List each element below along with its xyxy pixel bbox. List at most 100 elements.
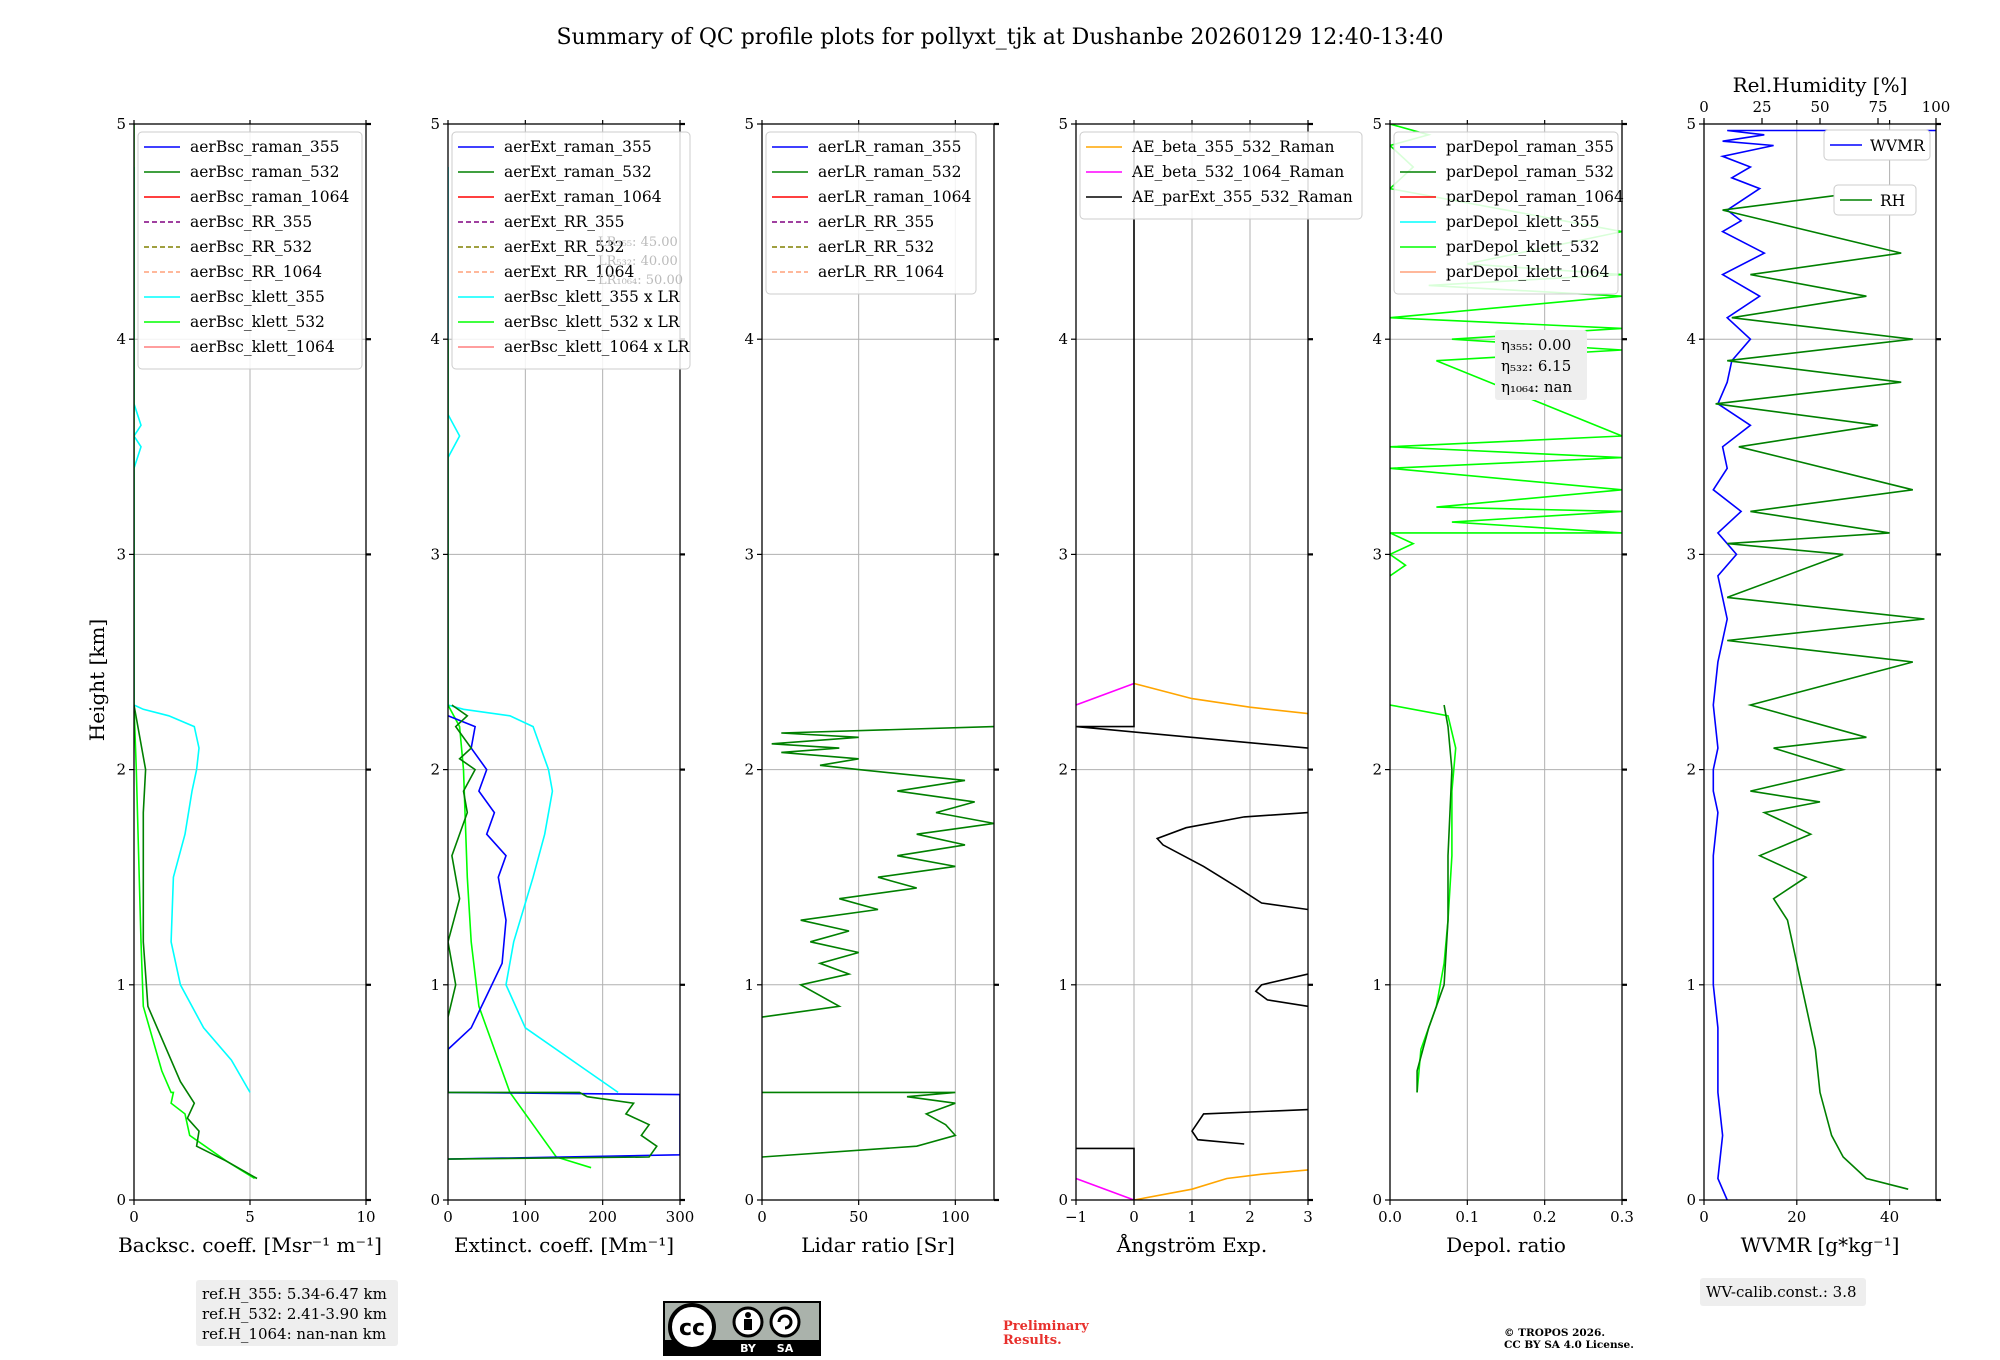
series-wvmr <box>1712 129 1936 1200</box>
figure-title: Summary of QC profile plots for pollyxt_… <box>556 25 1443 50</box>
y-tick-label: 3 <box>744 545 754 563</box>
legend-label: aerBsc_RR_532 <box>190 238 312 256</box>
series-aerext-raman-532 <box>448 704 658 1160</box>
y-tick-label: 4 <box>430 330 440 348</box>
x-tick-label: 0 <box>1699 1208 1709 1226</box>
y-tick-label: 3 <box>430 545 440 563</box>
legend-label: aerExt_RR_532 <box>504 238 625 256</box>
legend-label: parDepol_klett_1064 <box>1446 263 1609 281</box>
legend-label: WVMR <box>1870 137 1926 155</box>
preliminary-line-2: Results. <box>1003 1333 1062 1348</box>
cc-license-badge: cc BY SA <box>663 1301 821 1356</box>
panel-lidar_ratio: 0 50 100 0 1 2 3 4 5 Lidar ratio [Sr] aerLR_raman_… <box>744 115 999 1257</box>
ref-height-355: ref.H_355: 5.34-6.47 km <box>202 1285 387 1303</box>
series-pardepol-raman-532 <box>1416 704 1453 1093</box>
legend-label: aerBsc_klett_355 <box>190 288 325 306</box>
top-tick-label: 75 <box>1868 98 1887 116</box>
y-tick-label: 5 <box>116 115 126 133</box>
legend-label: AE_parExt_355_532_Raman <box>1131 188 1353 206</box>
panel-wvmr: 0 20 40 0 1 2 3 4 5 WVMR [g*kg⁻¹] 0 25 50 75 100 Rel.Hu… <box>1686 73 1950 1257</box>
y-tick-label: 5 <box>1372 115 1382 133</box>
y-tick-label: 1 <box>116 976 126 994</box>
x-tick-label: 20 <box>1787 1208 1806 1226</box>
legend-label: AE_beta_355_532_Raman <box>1131 138 1334 156</box>
y-tick-label: 4 <box>1058 330 1068 348</box>
series-ae-parext-low <box>1076 1147 1135 1200</box>
series-ae-beta-532-1064-raman-high <box>1076 682 1135 706</box>
x-axis-label: Depol. ratio <box>1446 1233 1566 1257</box>
legend-label: aerExt_raman_532 <box>504 163 652 181</box>
cc-icon <box>668 1303 716 1351</box>
legend-label: aerBsc_RR_355 <box>190 213 312 231</box>
x-tick-label: 50 <box>849 1208 868 1226</box>
y-tick-label: 4 <box>1686 330 1696 348</box>
legend-label: aerLR_raman_1064 <box>818 188 971 206</box>
legend-label: AE_beta_532_1064_Raman <box>1131 163 1344 181</box>
series-aerbsc-raman-532 <box>134 704 258 1180</box>
legend-label: aerLR_raman_355 <box>818 138 961 156</box>
ref-height-box: ref.H_355: 5.34-6.47 km ref.H_532: 2.41-… <box>196 1280 398 1346</box>
legend-label: aerLR_raman_532 <box>818 163 961 181</box>
x-tick-label: 1 <box>1187 1208 1197 1226</box>
y-tick-label: 3 <box>1686 545 1696 563</box>
x-axis-label: Extinct. coeff. [Mm⁻¹] <box>454 1233 674 1257</box>
series-aerbsc-klett-532 <box>134 124 256 1180</box>
series-aerbsc-klett-355 <box>134 167 251 1093</box>
y-tick-label: 1 <box>1686 976 1696 994</box>
y-tick-label: 5 <box>1058 115 1068 133</box>
legend-label: aerExt_RR_355 <box>504 213 625 231</box>
legend-label: RH <box>1880 192 1905 210</box>
eta-label: η₅₃₂: 6.15 <box>1501 357 1571 375</box>
ref-height-1064: ref.H_1064: nan-nan km <box>202 1325 386 1343</box>
by-label: BY <box>740 1342 757 1355</box>
legend-label: aerBsc_klett_1064 <box>190 338 335 356</box>
y-tick-label: 4 <box>1372 330 1382 348</box>
top-tick-label: 50 <box>1810 98 1829 116</box>
legend: aerLR_raman_355 aerLR_raman_532 aerLR_rama… <box>765 131 977 295</box>
y-tick-label: 5 <box>430 115 440 133</box>
legend-label: parDepol_raman_355 <box>1446 138 1614 156</box>
y-tick-label: 1 <box>1058 976 1068 994</box>
y-tick-label: 2 <box>1372 761 1382 779</box>
series-aerlr-raman-532-upper <box>762 725 994 1018</box>
series-ae-parext-mid3 <box>1155 811 1308 911</box>
x-tick-label: 0 <box>129 1208 139 1226</box>
axes-frame <box>761 123 995 1201</box>
legend-wvmr: WVMR <box>1823 129 1931 161</box>
y-tick-label: 2 <box>1058 761 1068 779</box>
y-tick-label: 3 <box>1372 545 1382 563</box>
y-tick-label: 0 <box>1058 1191 1068 1209</box>
preliminary-line-1: Preliminary <box>1003 1319 1089 1334</box>
legend-label: parDepol_klett_532 <box>1446 238 1599 256</box>
legend-label: parDepol_raman_532 <box>1446 163 1614 181</box>
axes-frame <box>447 123 681 1201</box>
legend-rh: RH <box>1833 184 1917 216</box>
y-tick-label: 2 <box>744 761 754 779</box>
series-aerlr-raman-532 <box>762 1091 957 1158</box>
eta-box: η₃₅₅: 0.00 η₅₃₂: 6.15 η₁₀₆₄: nan <box>1495 330 1587 400</box>
y-tick-label: 0 <box>116 1191 126 1209</box>
top-tick-label: 25 <box>1752 98 1771 116</box>
x-tick-label: 100 <box>511 1208 540 1226</box>
copyright-line-1: © TROPOS 2026. <box>1504 1327 1605 1339</box>
y-tick-label: 1 <box>1372 976 1382 994</box>
top-tick-label: 0 <box>1699 98 1709 116</box>
y-tick-label: 1 <box>430 976 440 994</box>
x-axis-label: Lidar ratio [Sr] <box>801 1233 955 1257</box>
legend-label: aerExt_raman_355 <box>504 138 652 156</box>
x-tick-label: 10 <box>356 1208 375 1226</box>
eta-label: η₁₀₆₄: nan <box>1501 378 1572 396</box>
axes-frame <box>1389 123 1623 1201</box>
x-tick-label: 100 <box>941 1208 970 1226</box>
panel-backscatter: 0 5 10 0 1 2 3 4 5 Backsc. coeff. [Msr⁻¹ m⁻¹] aerB… <box>116 115 381 1257</box>
legend-label: aerBsc_RR_1064 <box>190 263 322 281</box>
legend-label: aerLR_RR_1064 <box>818 263 944 281</box>
panel-depol: 0.0 0.1 0.2 0.3 0 1 2 3 4 5 Depol. ratio parDepol_r… <box>1372 115 1633 1257</box>
y-tick-label: 0 <box>430 1191 440 1209</box>
y-tick-label: 1 <box>744 976 754 994</box>
legend-label: aerBsc_klett_355 x LR <box>504 288 681 306</box>
y-tick-label: 4 <box>116 330 126 348</box>
y-tick-label: 2 <box>1686 761 1696 779</box>
x-tick-label: 0.0 <box>1378 1208 1402 1226</box>
